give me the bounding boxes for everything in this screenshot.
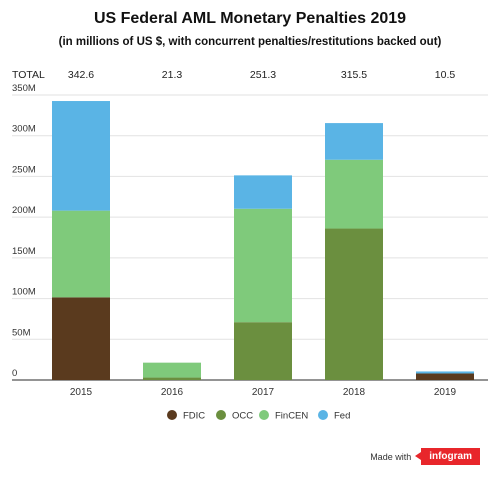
legend-marker-fincen bbox=[259, 410, 269, 420]
y-tick-label: 0 bbox=[12, 368, 17, 379]
total-value: 251.3 bbox=[250, 69, 276, 81]
y-tick-label: 50M bbox=[12, 327, 31, 338]
x-tick-label: 2016 bbox=[161, 387, 184, 398]
bar-segment-fed-2018 bbox=[325, 123, 383, 160]
x-tick-label: 2018 bbox=[343, 387, 366, 398]
legend-marker-occ bbox=[216, 410, 226, 420]
chart-subtitle: (in millions of US $, with concurrent pe… bbox=[58, 36, 442, 48]
y-tick-label: 150M bbox=[12, 246, 36, 257]
x-tick-label: 2017 bbox=[252, 387, 275, 398]
bar-segment-occ-2016 bbox=[143, 377, 201, 380]
made-with-label: Made with bbox=[370, 451, 412, 462]
legend-marker-fed bbox=[318, 410, 328, 420]
x-tick-label: 2019 bbox=[434, 387, 457, 398]
legend-marker-fdic bbox=[167, 410, 177, 420]
bar-segment-fed-2015 bbox=[52, 101, 110, 211]
legend-label-fincen: FinCEN bbox=[275, 411, 308, 422]
total-value: 342.6 bbox=[68, 69, 94, 81]
bar-segment-occ-2017 bbox=[234, 322, 292, 380]
footer: Made with infogram bbox=[370, 448, 480, 465]
x-tick-label: 2015 bbox=[70, 387, 93, 398]
bar-segment-fincen-2018 bbox=[325, 159, 383, 229]
brand-logo[interactable]: infogram bbox=[415, 448, 480, 465]
y-tick-label: 200M bbox=[12, 205, 36, 216]
y-tick-label: 300M bbox=[12, 124, 36, 135]
bar-segment-fdic-2015 bbox=[52, 297, 110, 380]
bar-segment-fincen-2015 bbox=[52, 210, 110, 298]
bar-segment-fed-2019 bbox=[416, 371, 474, 374]
y-tick-label: 350M bbox=[12, 83, 36, 94]
chart-title: US Federal AML Monetary Penalties 2019 bbox=[93, 10, 407, 27]
legend-label-occ: OCC bbox=[232, 411, 253, 422]
totals-label: TOTAL bbox=[12, 69, 45, 81]
total-value: 21.3 bbox=[162, 69, 183, 81]
y-tick-label: 250M bbox=[12, 164, 36, 175]
bar-segment-fincen-2017 bbox=[234, 208, 292, 323]
y-tick-label: 100M bbox=[12, 287, 36, 298]
legend-label-fdic: FDIC bbox=[183, 411, 205, 422]
total-value: 315.5 bbox=[341, 69, 367, 81]
bar-segment-fincen-2016 bbox=[143, 362, 201, 378]
bar-segment-occ-2018 bbox=[325, 228, 383, 380]
legend-label-fed: Fed bbox=[334, 411, 350, 422]
total-value: 10.5 bbox=[435, 69, 456, 81]
bar-segment-fed-2017 bbox=[234, 175, 292, 209]
bar-segment-fdic-2019 bbox=[416, 373, 474, 380]
